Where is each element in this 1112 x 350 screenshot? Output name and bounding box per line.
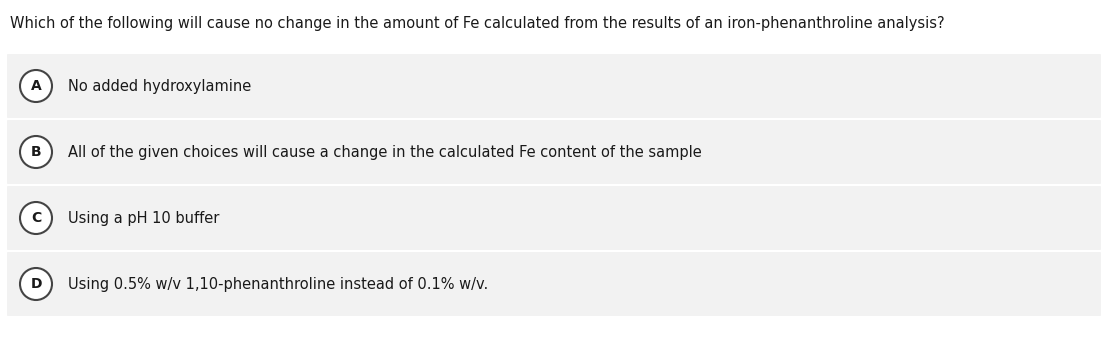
Text: Which of the following will cause no change in the amount of Fe calculated from : Which of the following will cause no cha…	[10, 16, 944, 31]
Circle shape	[20, 70, 52, 102]
FancyBboxPatch shape	[7, 252, 1101, 316]
FancyBboxPatch shape	[7, 54, 1101, 118]
Text: No added hydroxylamine: No added hydroxylamine	[68, 78, 251, 93]
FancyBboxPatch shape	[7, 120, 1101, 184]
Circle shape	[20, 202, 52, 234]
Text: B: B	[31, 145, 41, 159]
Text: D: D	[30, 277, 42, 291]
Text: A: A	[31, 79, 41, 93]
FancyBboxPatch shape	[7, 186, 1101, 250]
Text: Using 0.5% w/v 1,10-phenanthroline instead of 0.1% w/v.: Using 0.5% w/v 1,10-phenanthroline inste…	[68, 276, 488, 292]
Text: All of the given choices will cause a change in the calculated Fe content of the: All of the given choices will cause a ch…	[68, 145, 702, 160]
Circle shape	[20, 268, 52, 300]
Text: C: C	[31, 211, 41, 225]
Circle shape	[20, 136, 52, 168]
Text: Using a pH 10 buffer: Using a pH 10 buffer	[68, 210, 219, 225]
